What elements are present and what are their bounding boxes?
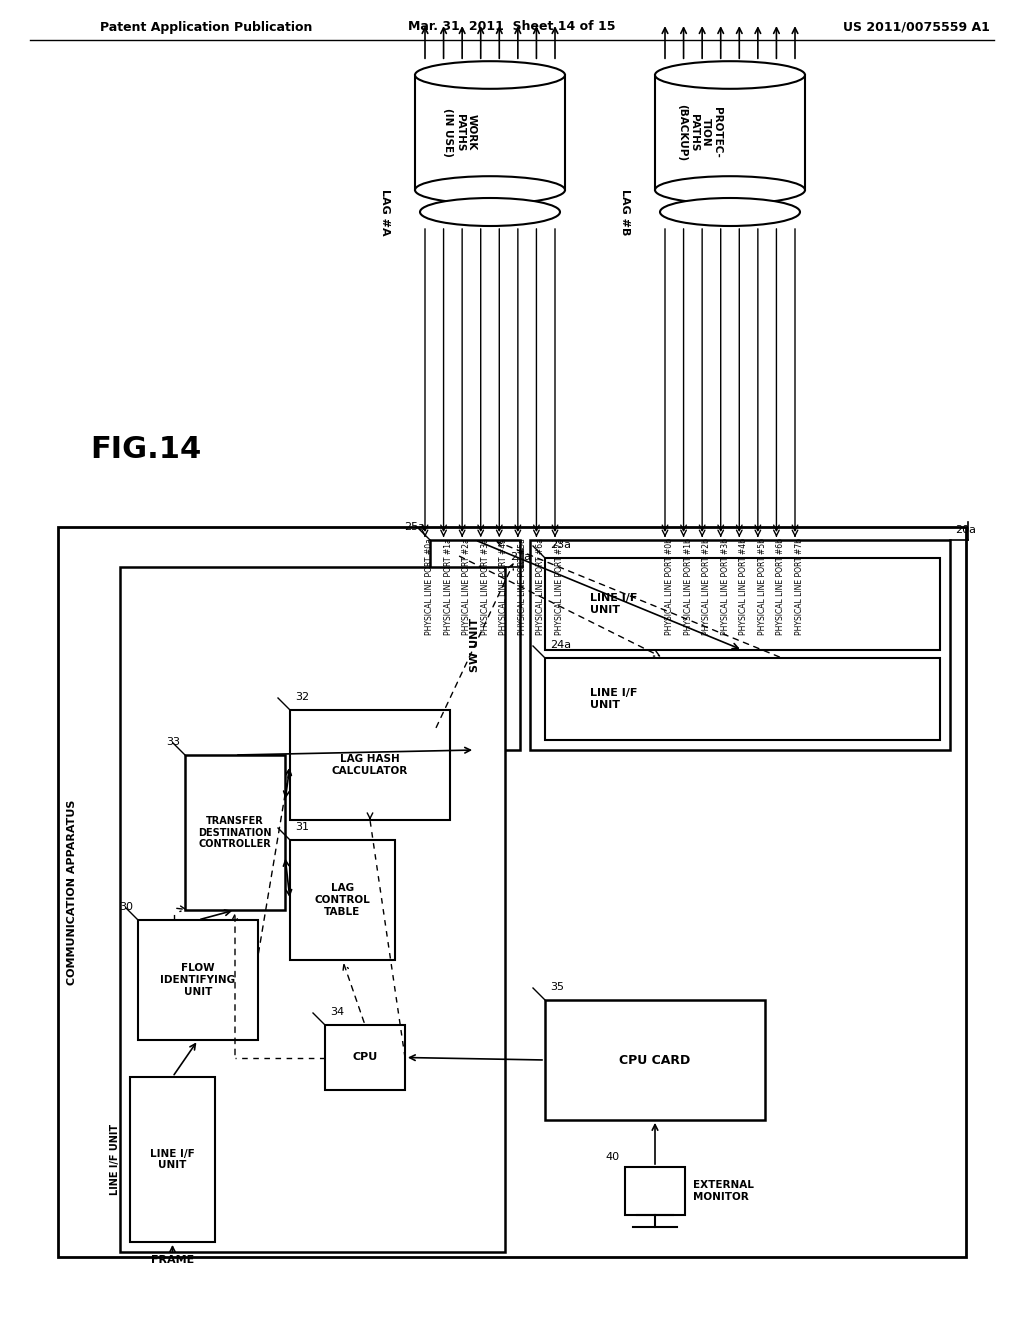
Text: PHYSICAL LINE PORT #3b: PHYSICAL LINE PORT #3b xyxy=(721,539,730,635)
Text: PROTEC-
TION
PATHS
(BACKUP): PROTEC- TION PATHS (BACKUP) xyxy=(678,104,722,161)
Ellipse shape xyxy=(415,176,565,203)
Bar xyxy=(530,540,950,750)
Text: Mar. 31, 2011  Sheet 14 of 15: Mar. 31, 2011 Sheet 14 of 15 xyxy=(409,21,615,33)
Text: CPU CARD: CPU CARD xyxy=(620,1053,690,1067)
Text: EXTERNAL
MONITOR: EXTERNAL MONITOR xyxy=(693,1180,754,1201)
Text: PHYSICAL LINE PORT #0b: PHYSICAL LINE PORT #0b xyxy=(665,539,674,635)
Text: FIG.14: FIG.14 xyxy=(90,436,202,465)
Text: 32: 32 xyxy=(295,692,309,702)
Text: 21a: 21a xyxy=(510,552,531,562)
Text: FRAME: FRAME xyxy=(151,1255,195,1265)
Bar xyxy=(290,710,450,820)
Text: 24a: 24a xyxy=(550,640,571,649)
Bar xyxy=(138,920,258,1040)
Text: Patent Application Publication: Patent Application Publication xyxy=(100,21,312,33)
Bar xyxy=(58,527,966,1257)
Text: LAG HASH
CALCULATOR: LAG HASH CALCULATOR xyxy=(332,754,409,776)
Text: PHYSICAL LINE PORT #0a: PHYSICAL LINE PORT #0a xyxy=(425,539,434,635)
Bar xyxy=(130,1077,215,1242)
Ellipse shape xyxy=(655,61,805,88)
Ellipse shape xyxy=(420,198,560,226)
Bar xyxy=(545,558,940,649)
Text: PHYSICAL LINE PORT #3a: PHYSICAL LINE PORT #3a xyxy=(480,539,489,635)
Text: FLOW
IDENTIFYING
UNIT: FLOW IDENTIFYING UNIT xyxy=(161,964,236,997)
Text: 33: 33 xyxy=(166,737,180,747)
Text: PHYSICAL LINE PORT #6a: PHYSICAL LINE PORT #6a xyxy=(537,539,546,635)
Bar xyxy=(625,1167,685,1214)
Text: LAG #B: LAG #B xyxy=(620,189,630,235)
Text: WORK
PATHS
(IN USE): WORK PATHS (IN USE) xyxy=(443,108,476,157)
Ellipse shape xyxy=(415,61,565,88)
Text: PHYSICAL LINE PORT #7b: PHYSICAL LINE PORT #7b xyxy=(795,539,804,635)
Ellipse shape xyxy=(660,198,800,226)
Text: LAG
CONTROL
TABLE: LAG CONTROL TABLE xyxy=(314,883,371,916)
Text: PHYSICAL LINE PORT #1b: PHYSICAL LINE PORT #1b xyxy=(684,539,692,635)
Text: PHYSICAL LINE PORT #5a: PHYSICAL LINE PORT #5a xyxy=(518,539,527,635)
Text: COMMUNICATION APPARATUS: COMMUNICATION APPARATUS xyxy=(67,800,77,985)
Text: TRANSFER
DESTINATION
CONTROLLER: TRANSFER DESTINATION CONTROLLER xyxy=(199,816,271,849)
Text: PHYSICAL LINE PORT #2a: PHYSICAL LINE PORT #2a xyxy=(462,539,471,635)
Text: 25a: 25a xyxy=(404,521,425,532)
Text: 40: 40 xyxy=(606,1152,620,1162)
Bar xyxy=(120,568,505,1251)
Bar xyxy=(290,840,395,960)
Bar xyxy=(545,1001,765,1119)
Text: PHYSICAL LINE PORT #4b: PHYSICAL LINE PORT #4b xyxy=(739,539,749,635)
Bar xyxy=(325,1026,406,1090)
Bar xyxy=(185,755,285,909)
Text: LINE I/F
UNIT: LINE I/F UNIT xyxy=(151,1148,195,1171)
Text: PHYSICAL LINE PORT #4a: PHYSICAL LINE PORT #4a xyxy=(500,539,508,635)
Text: PHYSICAL LINE PORT #7a: PHYSICAL LINE PORT #7a xyxy=(555,539,564,635)
Text: 23a: 23a xyxy=(550,540,571,550)
Text: 30: 30 xyxy=(119,902,133,912)
Text: 34: 34 xyxy=(330,1007,344,1016)
Text: PHYSICAL LINE PORT #2b: PHYSICAL LINE PORT #2b xyxy=(702,539,711,635)
Text: 31: 31 xyxy=(295,822,309,832)
Text: PHYSICAL LINE PORT #1a: PHYSICAL LINE PORT #1a xyxy=(443,539,453,635)
Text: PHYSICAL LINE PORT #5b: PHYSICAL LINE PORT #5b xyxy=(758,539,767,635)
Bar xyxy=(545,657,940,741)
Text: LINE I/F UNIT: LINE I/F UNIT xyxy=(110,1123,120,1195)
Text: CPU: CPU xyxy=(352,1052,378,1063)
Text: US 2011/0075559 A1: US 2011/0075559 A1 xyxy=(843,21,990,33)
Text: 35: 35 xyxy=(550,982,564,993)
Text: 20a: 20a xyxy=(955,525,976,535)
Bar xyxy=(430,540,520,750)
Text: LINE I/F
UNIT: LINE I/F UNIT xyxy=(590,593,637,615)
Text: SW UNIT: SW UNIT xyxy=(470,618,480,672)
Text: LAG #A: LAG #A xyxy=(380,189,390,235)
Text: PHYSICAL LINE PORT #6b: PHYSICAL LINE PORT #6b xyxy=(776,539,785,635)
Text: LINE I/F
UNIT: LINE I/F UNIT xyxy=(590,688,637,710)
Ellipse shape xyxy=(655,176,805,203)
